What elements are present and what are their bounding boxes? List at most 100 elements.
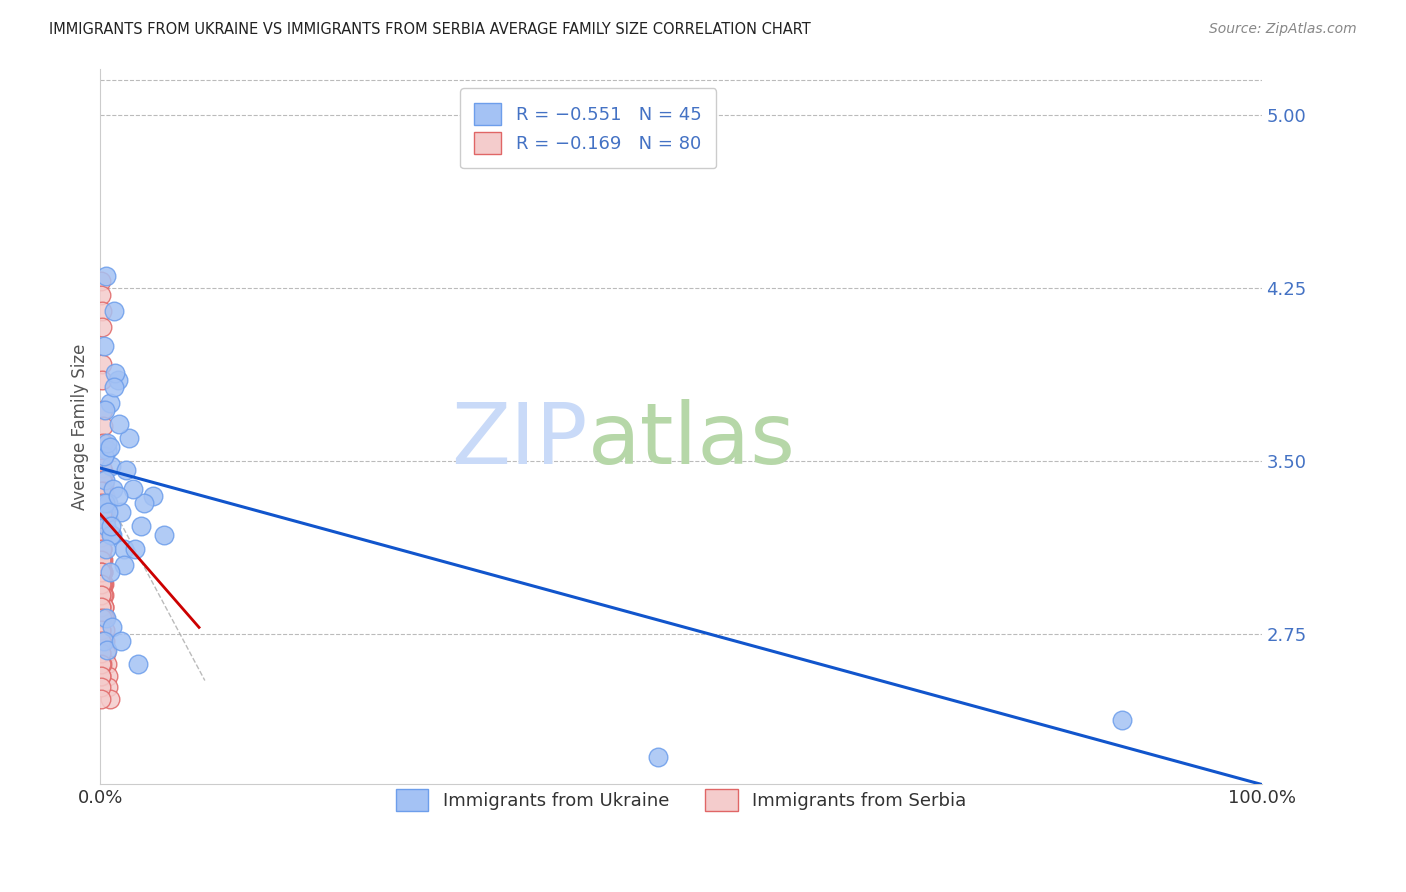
Point [90, 646, 112, 660]
Point [97, 505, 120, 519]
Point [90, 669, 112, 683]
Point [97, 681, 120, 695]
Point [91, 553, 114, 567]
Point [90, 599, 112, 614]
Point [100, 518, 122, 533]
Point [96, 442, 118, 457]
Point [98, 692, 121, 706]
Point [90, 553, 112, 567]
Point [90, 657, 112, 672]
Point [90, 692, 112, 706]
Point [91, 588, 114, 602]
Point [110, 505, 132, 519]
Point [90, 646, 112, 660]
Point [90, 304, 112, 318]
Point [96, 646, 118, 660]
Point [93, 477, 115, 491]
Point [153, 528, 176, 542]
Point [90, 461, 112, 475]
Point [90, 518, 112, 533]
Point [94, 500, 117, 515]
Point [115, 463, 138, 477]
Point [93, 588, 115, 602]
Point [96, 512, 118, 526]
Point [91, 435, 114, 450]
Point [96, 643, 118, 657]
Point [90, 320, 112, 334]
Point [90, 288, 112, 302]
Point [90, 541, 112, 556]
Point [90, 518, 112, 533]
Point [90, 623, 112, 637]
Point [90, 611, 112, 625]
Legend: Immigrants from Ukraine, Immigrants from Serbia: Immigrants from Ukraine, Immigrants from… [381, 774, 981, 825]
Point [100, 458, 122, 473]
Point [90, 657, 112, 672]
Text: Source: ZipAtlas.com: Source: ZipAtlas.com [1209, 22, 1357, 37]
Point [90, 484, 112, 499]
Point [100, 528, 122, 542]
Point [129, 518, 152, 533]
Point [98, 565, 121, 579]
Point [90, 599, 112, 614]
Point [112, 558, 135, 572]
Point [90, 518, 112, 533]
Point [98, 396, 121, 410]
Point [96, 518, 118, 533]
Y-axis label: Average Family Size: Average Family Size [72, 343, 89, 509]
Point [90, 528, 112, 542]
Point [103, 304, 125, 318]
Point [90, 681, 112, 695]
Point [101, 482, 124, 496]
Point [91, 473, 114, 487]
Point [91, 419, 114, 434]
Point [90, 565, 112, 579]
Point [90, 507, 112, 521]
Point [90, 553, 112, 567]
Point [90, 541, 112, 556]
Point [93, 466, 115, 480]
Point [101, 528, 124, 542]
Point [108, 417, 131, 432]
Point [90, 530, 112, 544]
Point [107, 489, 129, 503]
Point [124, 541, 146, 556]
Point [91, 565, 114, 579]
Point [127, 657, 149, 672]
Point [96, 541, 118, 556]
Point [96, 657, 118, 672]
Point [91, 403, 114, 417]
Point [93, 599, 115, 614]
Point [91, 576, 114, 591]
Point [142, 489, 165, 503]
Point [90, 611, 112, 625]
Point [94, 403, 117, 417]
Point [118, 431, 141, 445]
Point [93, 576, 115, 591]
Point [93, 611, 115, 625]
Point [93, 338, 115, 352]
Point [94, 623, 117, 637]
Point [96, 611, 118, 625]
Point [91, 565, 114, 579]
Point [97, 496, 120, 510]
Point [91, 373, 114, 387]
Point [104, 367, 127, 381]
Point [1111, 713, 1133, 727]
Point [91, 541, 114, 556]
Point [90, 274, 112, 288]
Point [94, 634, 117, 648]
Point [90, 634, 112, 648]
Point [103, 380, 125, 394]
Point [93, 576, 115, 591]
Point [90, 588, 112, 602]
Point [90, 530, 112, 544]
Point [90, 634, 112, 648]
Point [647, 749, 669, 764]
Point [91, 565, 114, 579]
Text: atlas: atlas [588, 400, 796, 483]
Point [93, 450, 115, 464]
Point [94, 496, 117, 510]
Point [91, 484, 114, 499]
Point [94, 489, 117, 503]
